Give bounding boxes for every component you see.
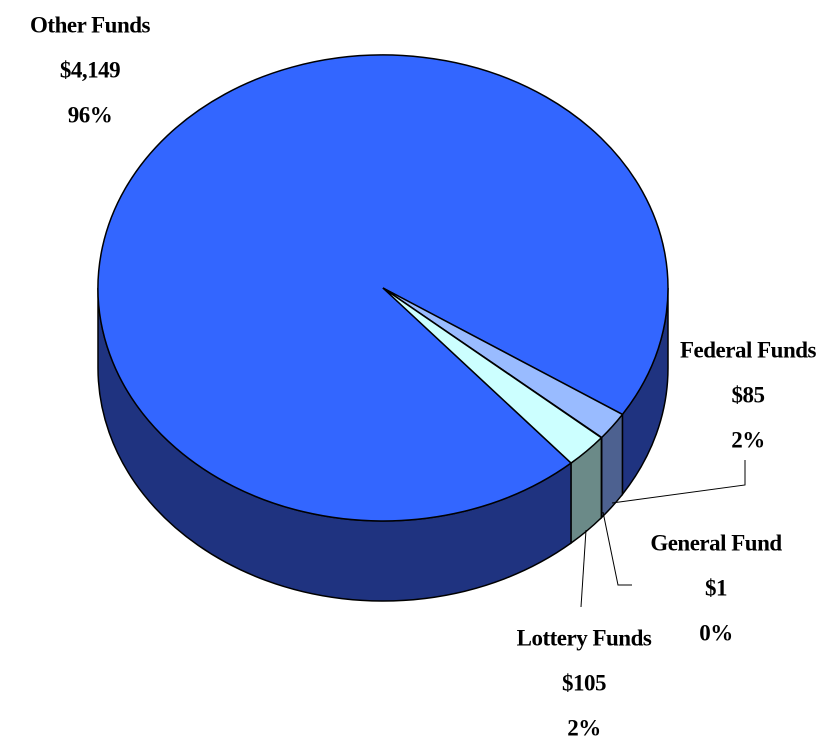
slice-name: Federal Funds — [680, 337, 817, 362]
pie-slice — [97, 54, 669, 522]
pie-tops — [97, 54, 669, 522]
leader-line — [611, 460, 746, 504]
pie-slice — [382, 287, 603, 465]
slice-name: Other Funds — [30, 12, 151, 37]
slice-percent: 2% — [567, 715, 601, 740]
slice-percent: 0% — [699, 620, 733, 645]
slice-value: $85 — [732, 382, 765, 407]
slice-value: $105 — [562, 670, 606, 695]
slice-name: Lottery Funds — [517, 625, 652, 650]
leader-line — [580, 529, 587, 608]
labels: Other Funds $4,149 96% Federal Funds $85 2% Ge… — [30, 12, 817, 740]
leader-line — [602, 511, 632, 586]
slice-value: $1 — [705, 575, 727, 600]
slice-name: General Fund — [650, 530, 782, 555]
slice-percent: 2% — [731, 427, 765, 452]
slice-value: $4,149 — [60, 57, 120, 82]
slice-percent: 96% — [68, 102, 113, 127]
